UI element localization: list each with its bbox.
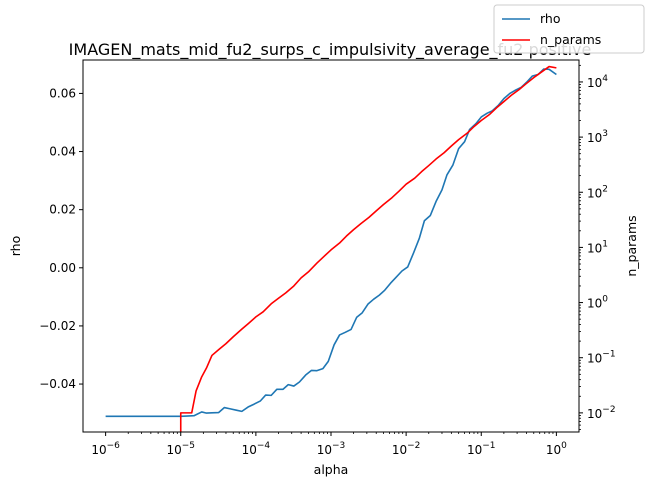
n-params-series-line [179,65,557,432]
y2-tick-label: 103 [587,129,608,145]
right-y-axis-label: n_params [624,215,639,276]
y-tick-label: 0.00 [49,261,76,275]
y2-tick-label: 104 [587,74,608,90]
y2-tick-label: 101 [587,239,608,255]
y2-tick-label: 100 [587,295,608,311]
x-tick-label: 10−4 [242,441,271,457]
x-tick-label: 10−5 [166,441,195,457]
x-axis-label: alpha [314,462,349,477]
y2-tick-label: 10−1 [587,350,616,366]
x-tick-label: 10−3 [317,441,346,457]
x-tick-label: 10−6 [91,441,120,457]
rho-line-layer [105,68,557,418]
x-axis-ticks: 10−6 10−5 10−4 10−3 10−2 10−1 100 [91,432,567,457]
x-tick-label: 10−1 [467,441,496,457]
legend-label-n-params: n_params [540,32,601,47]
y2-tick-label: 10−2 [587,405,616,421]
y-tick-label: 0.02 [49,203,76,217]
y2-tick-label: 102 [587,184,608,200]
n-params-line-layer [179,65,557,432]
left-y-axis-ticks: −0.04 −0.02 0.00 0.02 0.04 0.06 [39,86,83,391]
chart-title: IMAGEN_mats_mid_fu2_surps_c_impulsivity_… [69,40,592,60]
plot-area-frame [82,59,580,433]
legend: rho n_params [493,4,645,54]
legend-label-rho: rho [540,11,561,26]
y-tick-label: 0.04 [49,145,76,159]
x-tick-label: 100 [546,441,567,457]
y-tick-label: −0.02 [39,319,76,333]
right-y-axis-ticks: 10−2 10−1 100 101 102 103 104 [579,64,616,430]
rho-series-line [105,68,557,418]
legend-box [493,4,645,54]
x-tick-label: 10−2 [392,441,421,457]
y-tick-label: −0.04 [39,377,76,391]
y-tick-label: 0.06 [49,86,76,100]
left-y-axis-label: rho [8,236,23,257]
